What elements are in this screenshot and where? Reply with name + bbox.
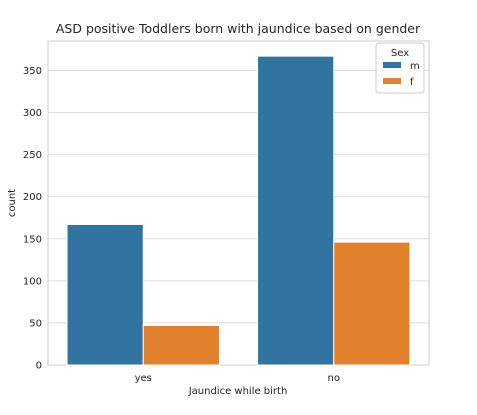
bars (66, 55, 411, 366)
legend-label-m: m (410, 61, 420, 72)
y-tick-label: 100 (23, 276, 42, 287)
bar-f-yes (142, 324, 220, 366)
bar-m-no (257, 55, 335, 366)
y-tick-label: 350 (23, 66, 42, 77)
legend: Sex mf (375, 42, 425, 94)
legend-items: mf (383, 61, 420, 88)
y-tick-label: 300 (23, 108, 42, 119)
chart-title: ASD positive Toddlers born with jaundice… (56, 21, 421, 36)
bar-m-yes (66, 223, 144, 366)
y-tick-label: 50 (29, 318, 42, 329)
y-tick-label: 200 (23, 192, 42, 203)
plot-area-border (47, 40, 430, 366)
y-tick-label: 250 (23, 150, 42, 161)
y-tick-label: 0 (36, 361, 42, 372)
x-tick-label: no (328, 373, 340, 384)
legend-swatch-m (383, 62, 401, 68)
legend-swatch-f (383, 78, 401, 84)
x-tick-label: yes (135, 373, 152, 384)
x-ticks: yes no (135, 373, 340, 384)
y-axis-label: count (7, 189, 18, 217)
legend-label-f: f (410, 77, 414, 88)
x-axis-label: Jaundice while birth (188, 386, 288, 397)
y-tick-label: 150 (23, 234, 42, 245)
legend-title: Sex (391, 48, 409, 59)
y-ticks: 0 50 100 150 200 250 300 350 (23, 66, 42, 372)
bar-f-no (333, 241, 411, 366)
